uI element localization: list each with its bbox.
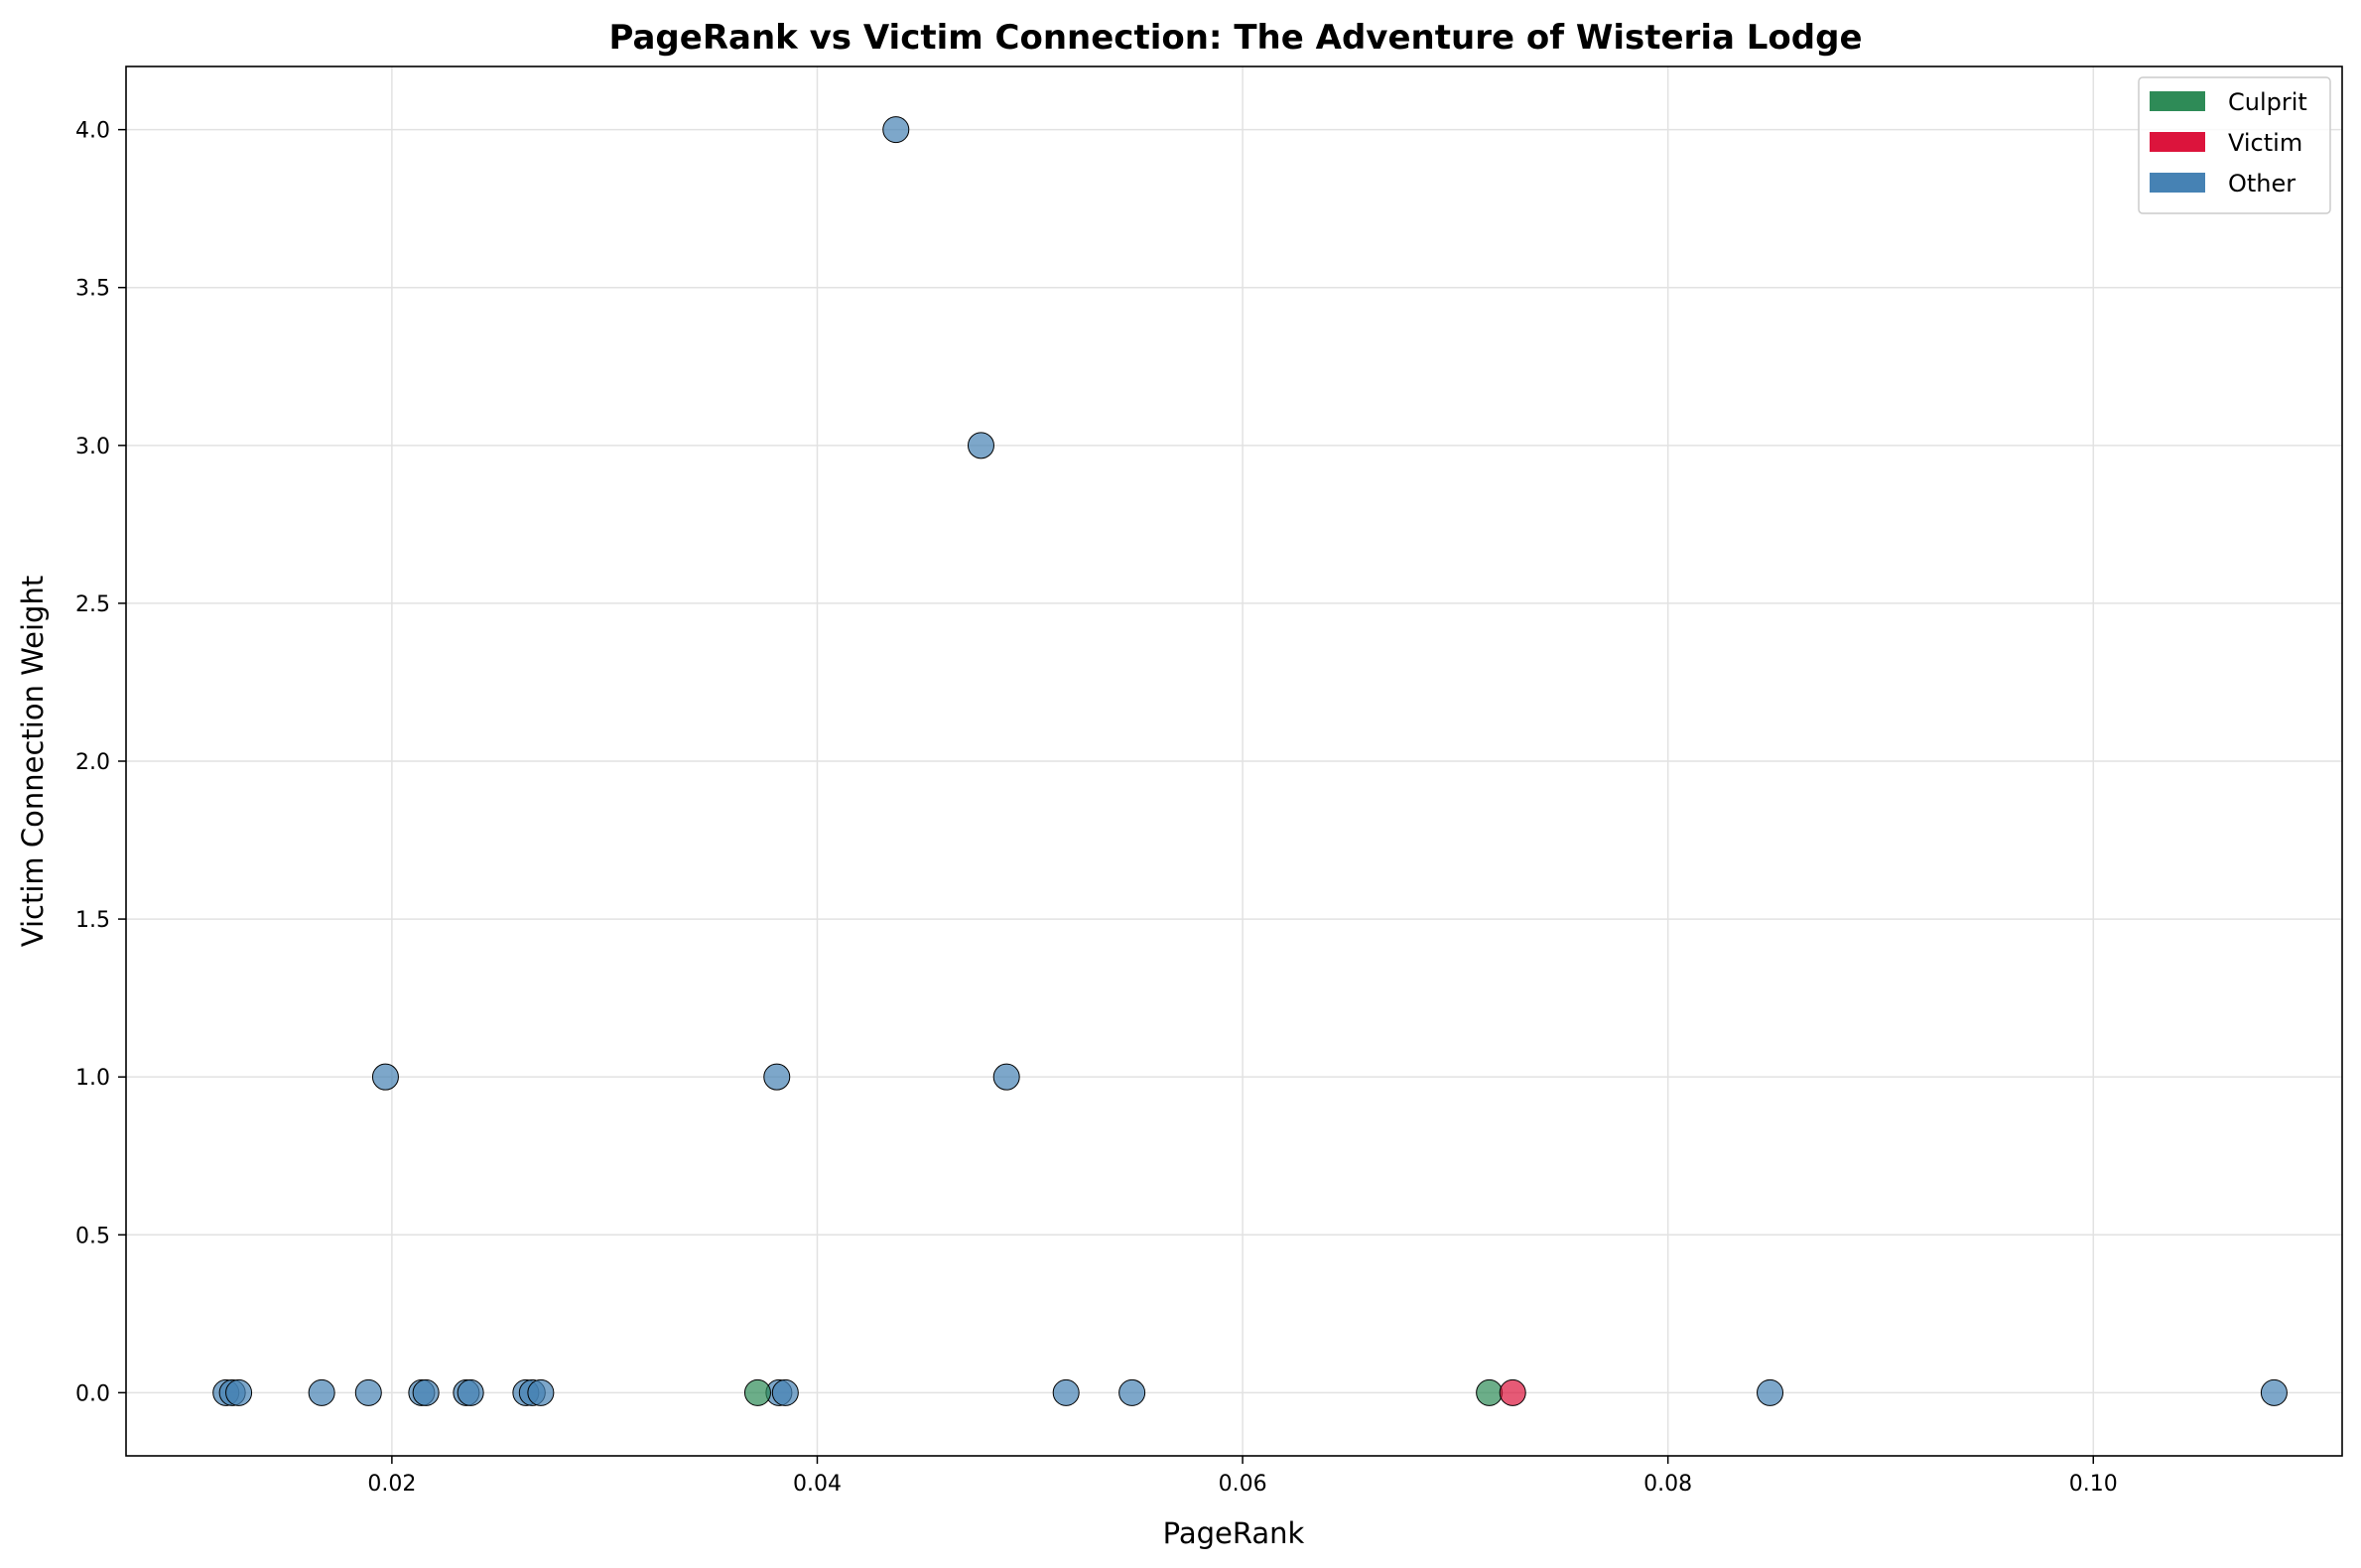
point-other (527, 1378, 555, 1406)
y-tick-label: 0.5 (75, 1224, 110, 1248)
chart-title: PageRank vs Victim Connection: The Adven… (608, 18, 1862, 58)
legend: Culprit Victim Other (2138, 76, 2331, 214)
point-victim (1499, 1378, 1526, 1406)
y-tick-label: 1.5 (75, 908, 110, 933)
data-points (212, 116, 2288, 1406)
point-other (992, 1063, 1020, 1091)
point-culprit (743, 1378, 771, 1406)
x-tick-label: 0.08 (1643, 1472, 1692, 1497)
point-other (412, 1378, 440, 1406)
legend-swatch-other (2150, 173, 2205, 193)
x-tick-label: 0.06 (1219, 1472, 1267, 1497)
point-other (308, 1378, 335, 1406)
y-tick-label: 2.0 (75, 750, 110, 775)
y-tick-label: 3.5 (75, 277, 110, 302)
x-tick-label: 0.02 (367, 1472, 416, 1497)
y-tick-label: 2.5 (75, 592, 110, 617)
y-tick-label: 0.0 (75, 1381, 110, 1406)
point-other (1757, 1378, 1784, 1406)
y-axis-title: Victim Connection Weight (16, 576, 50, 947)
point-culprit (1476, 1378, 1504, 1406)
x-tick-label: 0.04 (793, 1472, 842, 1497)
point-other (1052, 1378, 1080, 1406)
point-other (763, 1063, 791, 1091)
legend-swatch-victim (2150, 132, 2205, 152)
y-axis-ticks: 0.0 0.5 1.0 1.5 2.0 2.5 3.0 3.5 4.0 (75, 119, 126, 1406)
x-axis-title: PageRank (1163, 1516, 1305, 1550)
y-tick-label: 1.0 (75, 1066, 110, 1091)
point-other (771, 1378, 799, 1406)
y-tick-label: 3.0 (75, 435, 110, 459)
x-axis-ticks: 0.02 0.04 0.06 0.08 0.10 (367, 1456, 2118, 1497)
legend-label-other: Other (2228, 170, 2295, 197)
y-tick-label: 4.0 (75, 119, 110, 144)
point-other (1118, 1378, 1146, 1406)
point-other (225, 1378, 253, 1406)
legend-swatch-culprit (2150, 91, 2205, 111)
point-other (967, 432, 994, 459)
point-other (354, 1378, 382, 1406)
grid-lines (126, 66, 2342, 1456)
legend-label-culprit: Culprit (2228, 88, 2307, 116)
point-other (457, 1378, 484, 1406)
plot-frame (125, 65, 2343, 1457)
point-other (2260, 1378, 2288, 1406)
legend-label-victim: Victim (2228, 129, 2302, 157)
x-tick-label: 0.10 (2069, 1472, 2118, 1497)
point-other (371, 1063, 399, 1091)
point-other (882, 116, 910, 144)
